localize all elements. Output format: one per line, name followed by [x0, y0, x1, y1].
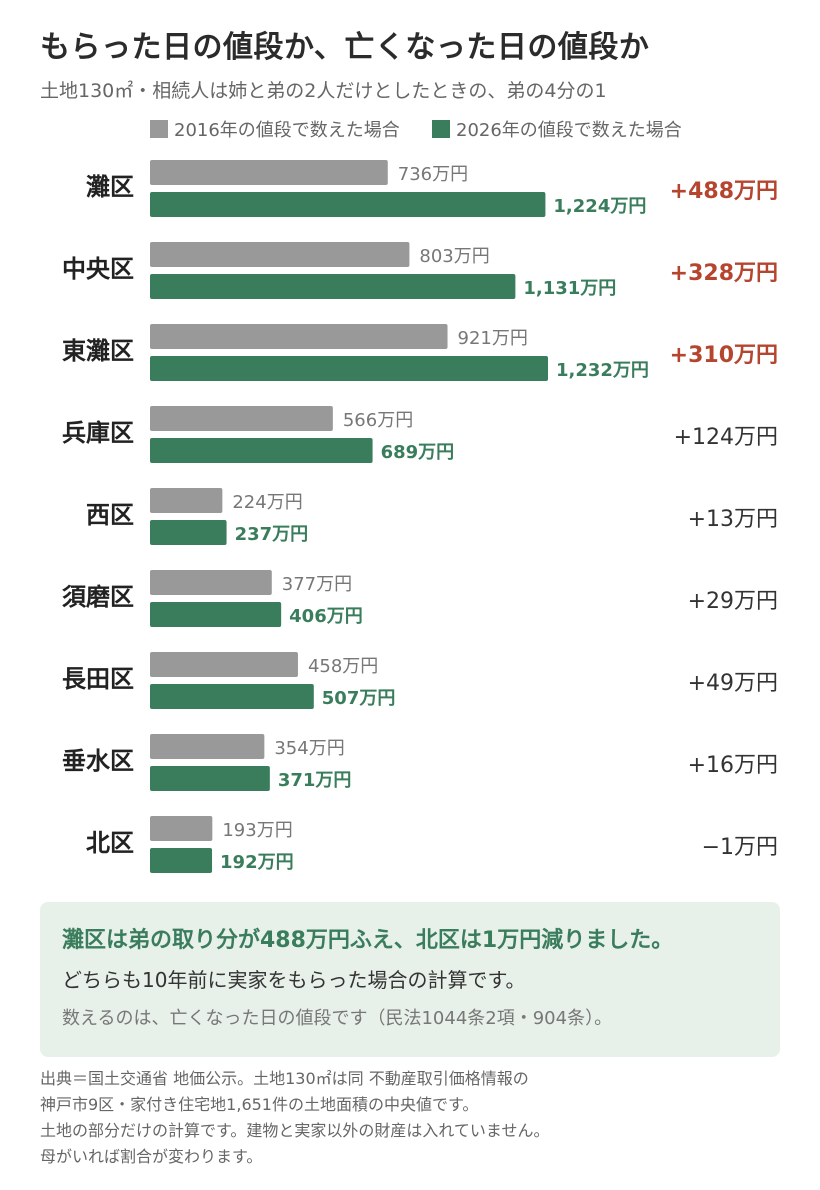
legend-item-2026: 2026年の値段で数えた場合: [432, 116, 682, 142]
bar-2026: [150, 274, 516, 299]
difference-label: +310万円: [670, 343, 778, 368]
value-label-2026: 371万円: [278, 770, 352, 791]
value-label-2026: 192万円: [220, 852, 294, 873]
source-line-1: 出典＝国土交通省 地価公示。土地130㎡は同 不動産取引価格情報の: [40, 1069, 529, 1088]
category-label: 兵庫区: [62, 419, 134, 447]
difference-label: +488万円: [670, 179, 778, 204]
category-label: 灘区: [86, 173, 134, 201]
value-label-2026: 406万円: [289, 606, 363, 627]
value-label-2016: 803万円: [419, 246, 489, 267]
note-box: 灘区は弟の取り分が488万円ふえ、北区は1万円減りました。 どちらも10年前に実…: [40, 902, 780, 1057]
legend-swatch-2016: [150, 120, 168, 138]
bar-2016: [150, 406, 333, 431]
value-label-2026: 507万円: [322, 688, 396, 709]
difference-label: +328万円: [670, 261, 778, 286]
category-label: 中央区: [62, 255, 134, 283]
note-line-1: どちらも10年前に実家をもらった場合の計算です。: [62, 968, 526, 992]
source-note: 出典＝国土交通省 地価公示。土地130㎡は同 不動産取引価格情報の 神戸市9区・…: [40, 1066, 780, 1170]
difference-label: +16万円: [688, 753, 778, 778]
category-label: 西区: [86, 501, 134, 529]
bar-2016: [150, 242, 410, 267]
value-label-2026: 1,224万円: [553, 196, 646, 217]
category-label: 垂水区: [62, 747, 134, 775]
source-line-2: 神戸市9区・家付き住宅地1,651件の土地面積の中央値です。: [40, 1095, 479, 1114]
bar-2026: [150, 356, 548, 381]
bar-2026: [150, 192, 546, 217]
value-label-2026: 1,232万円: [556, 360, 649, 381]
legend-label-2016: 2016年の値段で数えた場合: [174, 120, 400, 141]
bar-2026: [150, 520, 227, 545]
bar-2016: [150, 816, 213, 841]
bar-2016: [150, 652, 298, 677]
value-label-2016: 354万円: [274, 738, 344, 759]
source-line-3: 土地の部分だけの計算です。建物と実家以外の財産は入れていません。: [40, 1121, 550, 1140]
value-label-2016: 377万円: [282, 574, 352, 595]
value-label-2016: 193万円: [222, 820, 292, 841]
bar-2016: [150, 160, 388, 185]
value-label-2026: 1,131万円: [523, 278, 616, 299]
note-headline: 灘区は弟の取り分が488万円ふえ、北区は1万円減りました。: [62, 928, 674, 953]
legend-label-2026: 2026年の値段で数えた場合: [456, 120, 682, 141]
category-label: 東灘区: [62, 337, 134, 365]
chart-subtitle: 土地130㎡・相続人は姉と弟の2人だけとしたときの、弟の4分の1: [40, 80, 607, 102]
note-line-2: 数えるのは、亡くなった日の値段です（民法1044条2項・904条）。: [62, 1008, 613, 1029]
value-label-2026: 237万円: [235, 524, 309, 545]
source-line-4: 母がいれば割合が変わります。: [40, 1147, 263, 1166]
value-label-2016: 921万円: [458, 328, 528, 349]
bar-2026: [150, 766, 270, 791]
legend-swatch-2026: [432, 120, 450, 138]
value-label-2016: 458万円: [308, 656, 378, 677]
value-label-2016: 736万円: [398, 164, 468, 185]
bar-2016: [150, 324, 448, 349]
value-label-2026: 689万円: [381, 442, 455, 463]
difference-label: +13万円: [688, 507, 778, 532]
chart-title: もらった日の値段か、亡くなった日の値段か: [40, 30, 650, 65]
difference-label: −1万円: [702, 835, 778, 860]
value-label-2016: 566万円: [343, 410, 413, 431]
legend-item-2016: 2016年の値段で数えた場合: [150, 116, 450, 142]
value-label-2016: 224万円: [232, 492, 302, 513]
bar-2026: [150, 684, 314, 709]
difference-label: +49万円: [688, 671, 778, 696]
difference-label: +29万円: [688, 589, 778, 614]
category-label: 須磨区: [62, 583, 134, 611]
bar-2026: [150, 438, 373, 463]
bar-2016: [150, 734, 265, 759]
category-label: 北区: [86, 829, 134, 857]
difference-label: +124万円: [674, 425, 778, 450]
bar-2026: [150, 602, 282, 627]
bar-2026: [150, 848, 213, 873]
bar-2016: [150, 570, 272, 595]
category-label: 長田区: [62, 665, 134, 693]
bar-2016: [150, 488, 223, 513]
